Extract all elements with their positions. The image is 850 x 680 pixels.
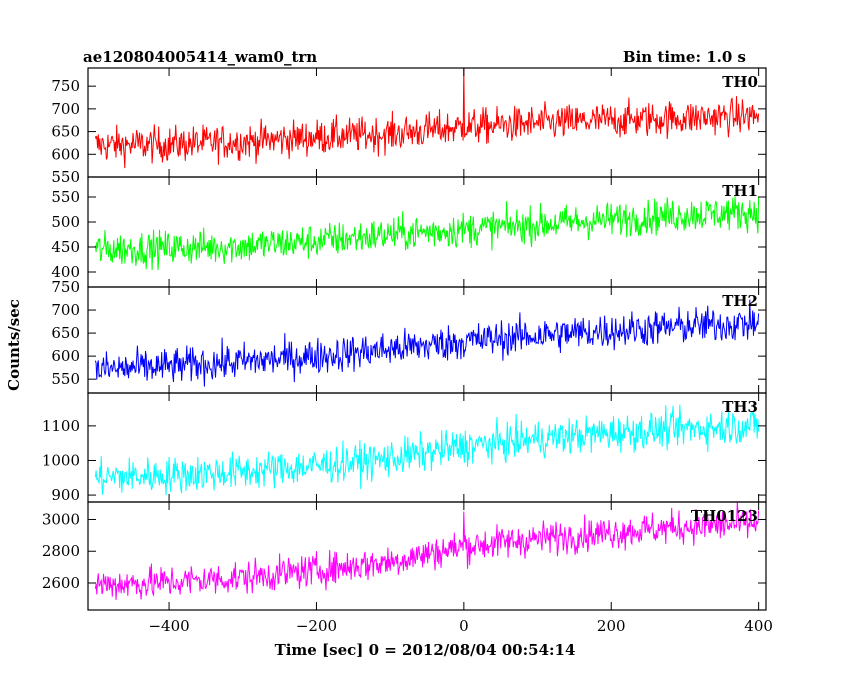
y-tick-label: 900 [51,486,80,504]
y-axis-label: Counts/sec [5,299,23,391]
y-tick-label: 400 [51,263,80,281]
panel-th0123: 2600 2800 3000 TH0123 [42,501,767,611]
series-label-th0123: TH0123 [691,507,758,525]
panels-group: 550 600 650 700 750 TH0 400 450 500 550 TH1 550 600 6… [42,67,773,635]
chart-title: ae120804005414_wam0_trn [83,48,317,66]
y-tick-label: 700 [51,301,80,319]
x-tick-label: −200 [296,617,337,635]
x-axis-label: Time [sec] 0 = 2012/08/04 00:54:14 [275,641,576,659]
y-tick-label: 650 [51,123,80,141]
panel-th3: 900 1000 1100 TH3 [42,392,767,504]
series-line-th1 [94,196,760,271]
panel-frame [87,176,767,288]
panel-frame [87,286,767,394]
series-label-th0: TH0 [722,73,758,91]
y-tick-label: 1100 [42,417,80,435]
y-tick-label: 1000 [42,451,80,469]
y-tick-label: 600 [51,145,80,163]
bin-time-label: Bin time: 1.0 s [623,48,746,66]
y-tick-label: 750 [51,77,80,95]
series-line-th0 [94,68,760,169]
series-label-th3: TH3 [722,398,758,416]
x-tick-label: 0 [459,617,469,635]
y-tick-label: 550 [51,188,80,206]
y-tick-label: 2800 [42,542,80,560]
series-line-th3 [94,404,760,496]
series-line-th2 [94,299,760,387]
series-label-th1: TH1 [722,182,758,200]
y-tick-label: 2600 [42,574,80,592]
y-tick-label: 650 [51,324,80,342]
y-tick-label: 600 [51,347,80,365]
y-tick-label: 550 [51,168,80,186]
x-tick-label: 200 [597,617,626,635]
series-label-th2: TH2 [722,292,758,310]
x-tick-label: −400 [148,617,189,635]
panel-th2: 550 600 650 700 750 TH2 [51,278,767,394]
y-tick-label: 3000 [42,510,80,528]
series-line-th0123 [94,502,760,601]
panel-th0: 550 600 650 700 750 TH0 [51,67,767,186]
y-tick-label: 500 [51,213,80,231]
x-tick-label: 400 [744,617,773,635]
panel-frame [87,501,767,611]
y-tick-label: 750 [51,278,80,296]
panel-th1: 400 450 500 550 TH1 [51,176,767,288]
y-tick-label: 550 [51,370,80,388]
y-tick-label: 450 [51,238,80,256]
y-tick-label: 700 [51,100,80,118]
